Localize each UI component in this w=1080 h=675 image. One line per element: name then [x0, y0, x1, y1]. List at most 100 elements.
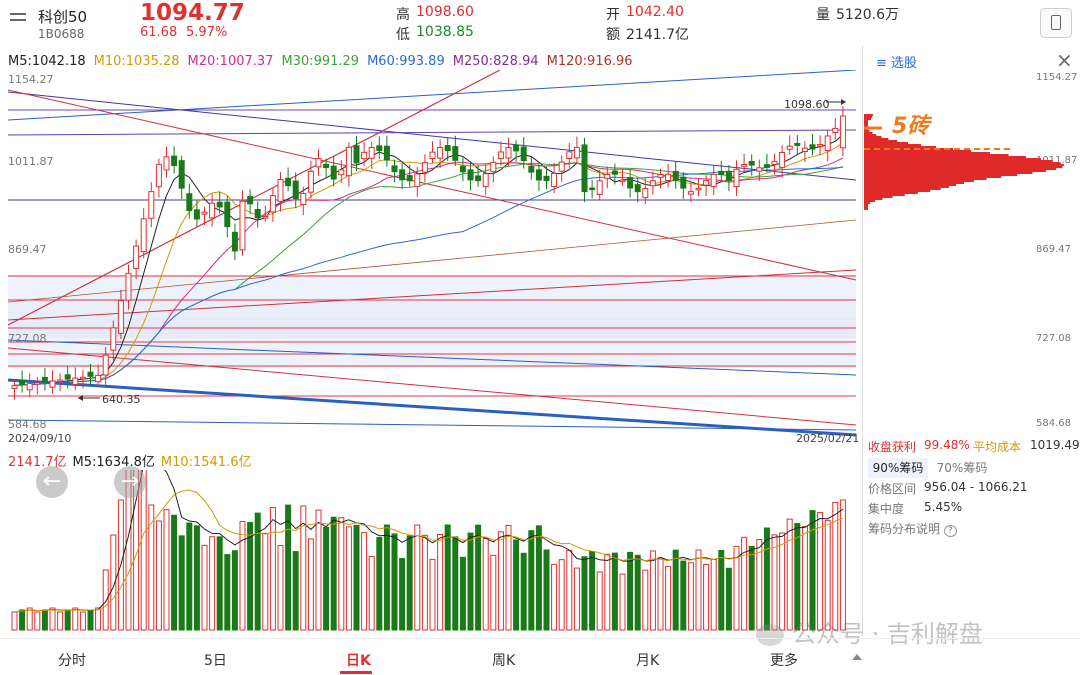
candle-body [733, 168, 740, 188]
candle-body [216, 201, 223, 208]
chip-bar [864, 114, 873, 116]
volume-chart[interactable] [0, 470, 862, 635]
chip-bar [864, 168, 1057, 170]
volume-bar [817, 511, 824, 631]
candle-body [376, 145, 383, 151]
side-axis-2: 1011.87 [1036, 155, 1078, 166]
volume-bar [771, 534, 778, 631]
tab-90-chips[interactable]: 90%筹码 [868, 458, 928, 478]
volume-bar [368, 556, 375, 631]
amount-label: 额 [606, 27, 620, 43]
volume-bar [399, 558, 406, 631]
candlestick-chart[interactable] [0, 70, 862, 448]
chip-bar [864, 162, 1061, 164]
candle-body [695, 187, 702, 191]
candle-body [231, 231, 238, 252]
next-arrow-button[interactable]: → [114, 466, 146, 498]
trend-line [7, 269, 857, 321]
volume-bar [649, 550, 656, 631]
candle-body [680, 176, 687, 189]
stock-name: 科创50 [38, 8, 88, 26]
volume-bar [680, 560, 687, 631]
candle-body [710, 173, 717, 188]
candle-body [269, 195, 276, 213]
close-icon[interactable]: × [1056, 48, 1073, 72]
tab-intraday[interactable]: 分时 [58, 653, 86, 669]
chip-bar [864, 182, 965, 184]
volume-bar [589, 550, 596, 631]
volume-bar [41, 609, 48, 631]
ma10-label: M10:1035.28 [93, 54, 180, 69]
chip-bar [864, 200, 876, 202]
chip-bar [864, 158, 1041, 160]
tab-daily[interactable]: 日K [346, 653, 371, 669]
volume-bar [513, 539, 520, 631]
select-stock-button[interactable]: ≡ 选股 [876, 52, 917, 71]
volume-bar [72, 607, 79, 631]
candle-body [163, 156, 170, 171]
volume-bar [824, 519, 831, 631]
candle-body [437, 146, 444, 159]
volume-bar [703, 564, 710, 631]
volume-bar [345, 526, 352, 631]
price-change: 61.68 [140, 25, 178, 40]
side-axis-5: 584.68 [1036, 418, 1071, 429]
volume-bar [254, 512, 261, 631]
trend-line [7, 91, 857, 181]
device-button[interactable] [1040, 8, 1072, 38]
candle-body [300, 192, 307, 205]
candle-body [345, 146, 352, 177]
volume-bar [779, 532, 786, 631]
side-axis-4: 727.08 [1036, 333, 1071, 344]
candle-body [338, 169, 345, 176]
candle-body [482, 173, 489, 188]
candle-body [193, 209, 200, 220]
tab-5day[interactable]: 5日 [204, 653, 227, 669]
candle-body [596, 180, 603, 196]
volume-bar [611, 552, 618, 631]
volume-bar [452, 536, 459, 631]
candle-body [573, 146, 580, 159]
chip-bar [864, 208, 868, 210]
candle-body [285, 177, 292, 187]
volume-ma-line [14, 470, 844, 613]
volume-bar [619, 573, 626, 631]
candle-body [79, 376, 86, 380]
tab-70-chips[interactable]: 70%筹码 [936, 461, 988, 475]
candle-body [832, 127, 839, 134]
side-axis-3: 869.47 [1036, 244, 1071, 255]
candle-body [155, 163, 162, 188]
volume-bar [535, 525, 542, 631]
expand-up-icon[interactable] [852, 654, 862, 660]
ma120-label: M120:916.96 [546, 54, 633, 69]
chip-bar [864, 140, 898, 142]
volume-bar [11, 611, 18, 631]
price-axis-top: 1154.27 [8, 73, 54, 86]
tab-monthly[interactable]: 月K [636, 653, 660, 669]
volume-bar [437, 533, 444, 631]
candle-body [817, 144, 824, 147]
chip-annotation: 5砖 [892, 114, 930, 139]
volume-bar [209, 536, 216, 631]
volume-bar [95, 607, 102, 631]
volume-bar [102, 569, 109, 631]
ma250-label: M250:828.94 [452, 54, 539, 69]
tab-more[interactable]: 更多 [770, 653, 798, 669]
volume-bar [171, 514, 178, 631]
chip-help-link[interactable]: 筹码分布说明 ? [868, 520, 957, 537]
candle-body [672, 170, 679, 181]
tab-weekly[interactable]: 周K [492, 653, 516, 669]
candle-body [209, 202, 216, 219]
volume-bar [224, 554, 231, 631]
volume-bar [64, 609, 71, 631]
volume-bar [604, 553, 611, 631]
menu-icon[interactable] [10, 10, 30, 26]
volume-bar [809, 510, 816, 631]
volume-bar [505, 524, 512, 631]
candle-body [611, 170, 618, 175]
amount-value: 2141.7亿 [626, 27, 689, 43]
prev-arrow-button[interactable]: ← [36, 466, 68, 498]
volume-bar [315, 509, 322, 631]
help-icon: ? [943, 525, 957, 537]
candle-body [649, 180, 656, 187]
